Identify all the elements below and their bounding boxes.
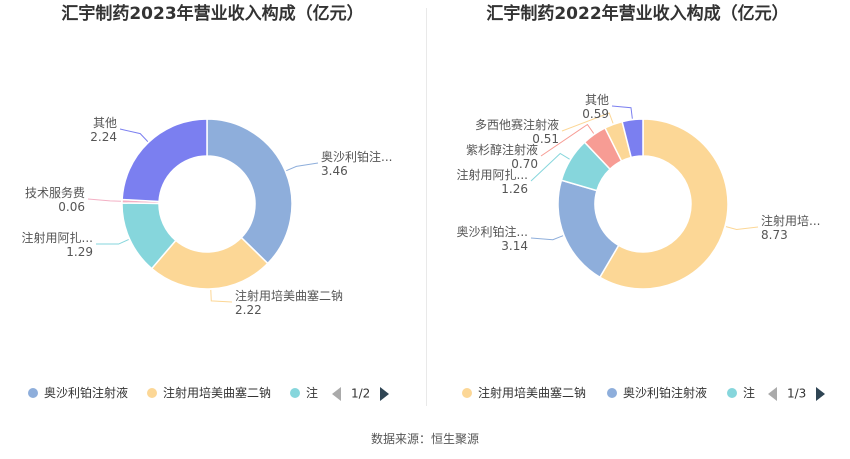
slice-value: 2.22	[235, 303, 262, 317]
legend-item[interactable]: 奥沙利铂注射液	[607, 383, 707, 403]
leader-line	[87, 198, 122, 202]
divider	[426, 8, 427, 406]
slice-label: 注射用培...	[761, 213, 820, 228]
legend-dot	[462, 387, 472, 398]
slice-value: 1.26	[501, 182, 528, 196]
legend-dot	[147, 387, 157, 398]
slice-label: 其他	[93, 116, 117, 130]
chart-2023: 汇宇制药2023年营业收入构成（亿元） 奥沙利铂注... 3.46 注射用培美曲塞二…	[0, 0, 425, 410]
legend-label: 奥沙利铂注射液	[44, 386, 129, 400]
leader-line	[540, 123, 595, 157]
legend-item[interactable]: 奥沙利铂注射液	[28, 383, 128, 403]
slice-value: 1.29	[66, 245, 93, 259]
legend-item[interactable]: 注射用培美曲塞二钠	[147, 383, 271, 403]
slice-label: 紫杉醇注射液	[466, 142, 538, 157]
legend-label: 注	[306, 386, 319, 400]
slice-value: 0.70	[511, 157, 538, 171]
legend-dot	[727, 387, 737, 398]
chart-title: 汇宇制药2023年营业收入构成（亿元）	[61, 4, 364, 24]
legend-label: 注	[743, 386, 756, 400]
pie-slice[interactable]	[621, 118, 644, 159]
slice-value: 8.73	[761, 228, 788, 242]
next-page-icon[interactable]	[816, 386, 826, 401]
slice-label: 注射用阿扎...	[22, 230, 93, 245]
slice-label: 注射用培美曲塞二钠	[235, 288, 343, 303]
leader-line	[210, 289, 233, 303]
leader-line	[286, 162, 319, 172]
leader-line	[611, 105, 633, 119]
legend-label: 注射用培美曲塞二钠	[163, 386, 272, 400]
page-indicator: 1/3	[787, 386, 807, 401]
slice-value: 0.51	[532, 132, 559, 146]
pie-slice[interactable]	[206, 118, 293, 265]
legend-item[interactable]: 注	[290, 383, 318, 403]
slice-label: 多西他赛注射液	[475, 117, 559, 132]
legend-item[interactable]: 注	[727, 383, 755, 403]
slice-value: 0.59	[582, 107, 609, 121]
slice-label: 其他	[585, 93, 609, 107]
chart-title: 汇宇制药2022年营业收入构成（亿元）	[486, 4, 789, 24]
donut-chart-2022: 注射用培...8.73 奥沙利铂注...3.14 注射用阿扎...1.26 紫杉醇注射…	[457, 93, 820, 290]
leader-line	[530, 235, 564, 241]
legend-label: 注射用培美曲塞二钠	[478, 386, 587, 400]
slice-label: 技术服务费	[25, 185, 85, 200]
slice-value: 2.24	[90, 130, 117, 144]
legend-pager: 1/2	[332, 383, 390, 403]
slice-value: 0.06	[58, 200, 85, 214]
page-indicator: 1/2	[351, 386, 371, 401]
prev-page-icon[interactable]	[332, 386, 341, 401]
slice-label: 奥沙利铂注...	[321, 149, 392, 164]
legend: 奥沙利铂注射液 注射用培美曲塞二钠 注 1/2	[0, 383, 425, 403]
legend-item[interactable]: 注射用培美曲塞二钠	[462, 383, 586, 403]
pie-slice[interactable]	[121, 118, 208, 203]
legend-dot	[28, 387, 38, 398]
leader-line	[119, 128, 149, 142]
chart-2022: 汇宇制药2022年营业收入构成（亿元） 注射用培... 8.73 奥沙利铂注... 3…	[425, 0, 850, 410]
legend-label: 奥沙利铂注射液	[623, 386, 708, 400]
slice-label: 注射用阿扎...	[457, 167, 528, 182]
leader-line	[725, 226, 759, 231]
slice-value: 3.46	[321, 164, 348, 178]
legend-dot	[290, 387, 300, 398]
slice-value: 3.14	[501, 239, 528, 253]
slice-label: 奥沙利铂注...	[457, 224, 528, 239]
legend: 注射用培美曲塞二钠 奥沙利铂注射液 注 1/3	[425, 383, 850, 403]
legend-dot	[607, 387, 617, 398]
prev-page-icon[interactable]	[768, 386, 777, 401]
pie-slice[interactable]	[598, 118, 729, 290]
data-source: 数据来源：恒生聚源	[370, 432, 479, 446]
leader-line	[530, 152, 570, 182]
leader-line	[561, 112, 614, 132]
legend-pager: 1/3	[768, 383, 826, 403]
next-page-icon[interactable]	[380, 386, 390, 401]
leader-line	[95, 239, 129, 245]
